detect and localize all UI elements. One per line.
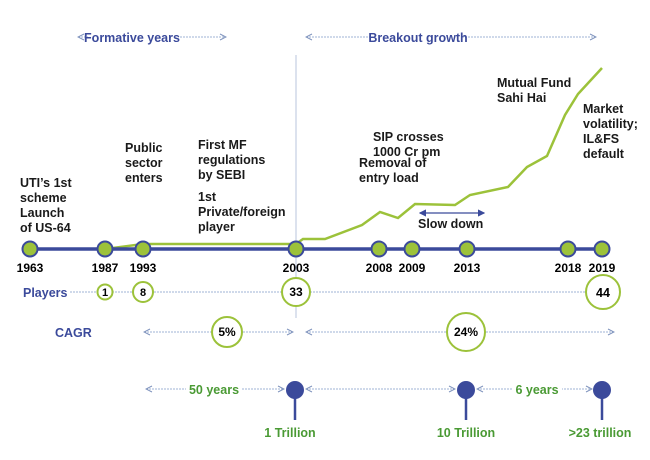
year-label: 1963 xyxy=(17,261,44,275)
year-label: 2013 xyxy=(454,261,481,275)
event-entry-load: Removal of entry load xyxy=(359,156,427,185)
milestone-label: >23 trillion xyxy=(569,426,632,440)
milestone-pin xyxy=(593,381,611,420)
year-label: 2019 xyxy=(589,261,616,275)
milestone-pin xyxy=(286,381,304,420)
event-uti: UTI’s 1st scheme Launch of US-64 xyxy=(20,176,72,235)
cagr-bubble: 24% xyxy=(446,312,486,352)
timeline-node xyxy=(370,240,388,258)
cagr-label: CAGR xyxy=(55,326,92,340)
event-slow-down: Slow down xyxy=(418,217,484,231)
event-sahi-hai: Mutual Fund Sahi Hai xyxy=(497,76,572,105)
cagr-bubble: 5% xyxy=(211,316,243,348)
players-bubble: 8 xyxy=(132,281,154,303)
year-label: 2003 xyxy=(283,261,310,275)
timeline-node xyxy=(96,240,114,258)
milestone-pin xyxy=(457,381,475,420)
aum-growth-line xyxy=(30,67,603,251)
timeline-node xyxy=(559,240,577,258)
timeline-node xyxy=(458,240,476,258)
timeline-node xyxy=(593,240,611,258)
milestone-label: 1 Trillion xyxy=(264,426,315,440)
svg-text:44: 44 xyxy=(596,286,610,300)
event-market-volatility: Market volatility; IL&FS default xyxy=(583,102,638,161)
players-bubble: 44 xyxy=(585,274,621,310)
timeline-node xyxy=(403,240,421,258)
milestone-label: 10 Trillion xyxy=(437,426,495,440)
players-label: Players xyxy=(23,286,68,300)
event-sip: SIP crosses 1000 Cr pm xyxy=(373,130,444,159)
year-label: 2018 xyxy=(555,261,582,275)
year-label: 2009 xyxy=(399,261,426,275)
duration-6-years: 6 years xyxy=(515,383,558,397)
phase-formative: Formative years xyxy=(84,31,180,45)
svg-text:5%: 5% xyxy=(218,325,236,339)
timeline-node xyxy=(287,240,305,258)
event-sebi: First MF regulations by SEBI xyxy=(198,138,266,182)
svg-text:8: 8 xyxy=(140,287,146,299)
duration-50-years: 50 years xyxy=(189,383,239,397)
timeline-node xyxy=(134,240,152,258)
event-private-player: 1st Private/foreign player xyxy=(198,190,286,234)
year-label: 2008 xyxy=(366,261,393,275)
phase-breakout: Breakout growth xyxy=(368,31,467,45)
svg-text:24%: 24% xyxy=(454,325,478,339)
year-label: 1993 xyxy=(130,261,157,275)
players-bubble: 33 xyxy=(281,277,311,307)
timeline-node xyxy=(21,240,39,258)
players-bubble: 1 xyxy=(96,283,114,301)
svg-text:33: 33 xyxy=(289,285,303,299)
year-label: 1987 xyxy=(92,261,119,275)
svg-text:1: 1 xyxy=(102,287,108,299)
event-public-sector: Public sector enters xyxy=(125,141,163,185)
